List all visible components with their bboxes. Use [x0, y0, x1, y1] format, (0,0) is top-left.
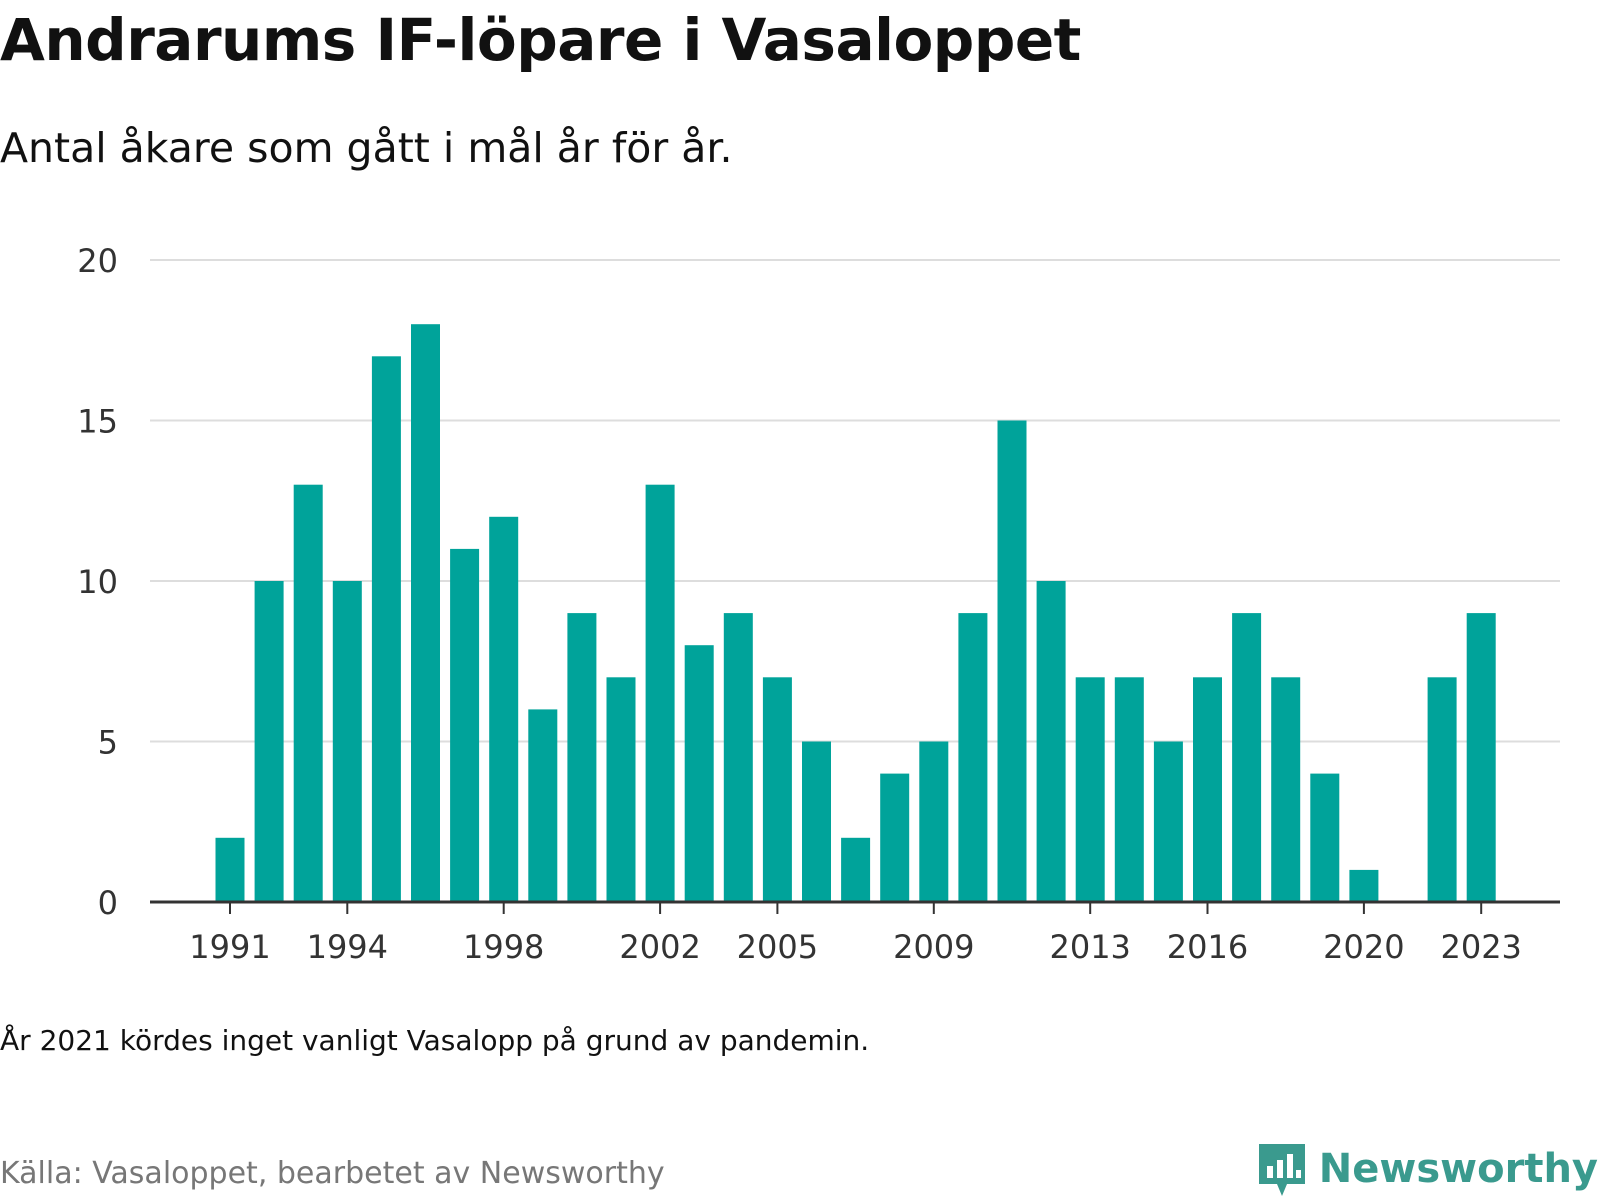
bar-2018: [1271, 677, 1301, 902]
x-tick-label-2013: 2013: [1049, 928, 1130, 966]
bar-2005: [762, 677, 792, 902]
x-tick-label-2009: 2009: [893, 928, 974, 966]
bar-2007: [841, 837, 871, 902]
bars: [215, 324, 1496, 902]
y-axis-labels: 0 5 10 15 20: [77, 242, 118, 922]
x-tick-label-2020: 2020: [1323, 928, 1404, 966]
x-tick-label-2016: 2016: [1167, 928, 1248, 966]
bar-2008: [880, 773, 910, 902]
chart-subtitle: Antal åkare som gått i mål år för år.: [0, 124, 733, 172]
bar-1992: [254, 581, 284, 902]
bar-chart: 0 5 10 15 20 1991 1994 1998 2002 2005 2009 2013 201…: [77, 242, 1560, 966]
bar-2022: [1427, 677, 1457, 902]
bar-2014: [1114, 677, 1144, 902]
bar-1995: [371, 356, 401, 902]
brand-name: Newsworthy: [1318, 1146, 1598, 1192]
bar-1997: [450, 548, 480, 902]
bar-2004: [723, 613, 753, 902]
source-text: Källa: Vasaloppet, bearbetet av Newswort…: [0, 1156, 665, 1191]
bar-1999: [528, 709, 558, 902]
brand-logo: Newsworthy: [1257, 1140, 1598, 1198]
bar-2009: [919, 741, 949, 902]
y-tick-label-10: 10: [77, 563, 118, 601]
bar-1994: [332, 581, 362, 902]
bar-2015: [1153, 741, 1183, 902]
chart-title: Andrarums IF-löpare i Vasaloppet: [0, 6, 1081, 74]
y-tick-label-0: 0: [98, 884, 118, 922]
bar-1996: [411, 324, 440, 902]
x-tick-label-1991: 1991: [189, 928, 270, 966]
bar-2019: [1310, 773, 1340, 902]
x-tick-label-2002: 2002: [619, 928, 700, 966]
bar-2003: [684, 645, 714, 902]
x-tick-label-1994: 1994: [307, 928, 388, 966]
bar-2010: [958, 613, 988, 902]
x-tick-label-2023: 2023: [1440, 928, 1521, 966]
x-tick-label-2005: 2005: [737, 928, 818, 966]
bar-2017: [1232, 613, 1262, 902]
bar-2011: [997, 420, 1027, 902]
bar-1993: [293, 484, 323, 902]
bar-2020: [1349, 869, 1379, 902]
bar-2013: [1075, 677, 1105, 902]
x-axis: 1991 1994 1998 2002 2005 2009 2013 2016 2020 2023: [150, 900, 1560, 966]
bar-2006: [802, 741, 831, 902]
bar-2016: [1193, 677, 1222, 902]
bar-1998: [489, 516, 519, 902]
bar-1991: [215, 837, 245, 902]
bar-2000: [567, 613, 597, 902]
bar-2002: [645, 484, 675, 902]
y-tick-label-20: 20: [77, 242, 118, 280]
newsworthy-logo-icon: [1258, 1144, 1305, 1196]
y-tick-label-5: 5: [98, 724, 118, 762]
x-tick-label-1998: 1998: [463, 928, 544, 966]
y-tick-label-15: 15: [77, 403, 118, 441]
bar-2012: [1036, 581, 1066, 902]
bar-2023: [1466, 613, 1496, 902]
bar-2001: [606, 677, 636, 902]
chart-note: År 2021 kördes inget vanligt Vasalopp på…: [0, 1024, 870, 1057]
